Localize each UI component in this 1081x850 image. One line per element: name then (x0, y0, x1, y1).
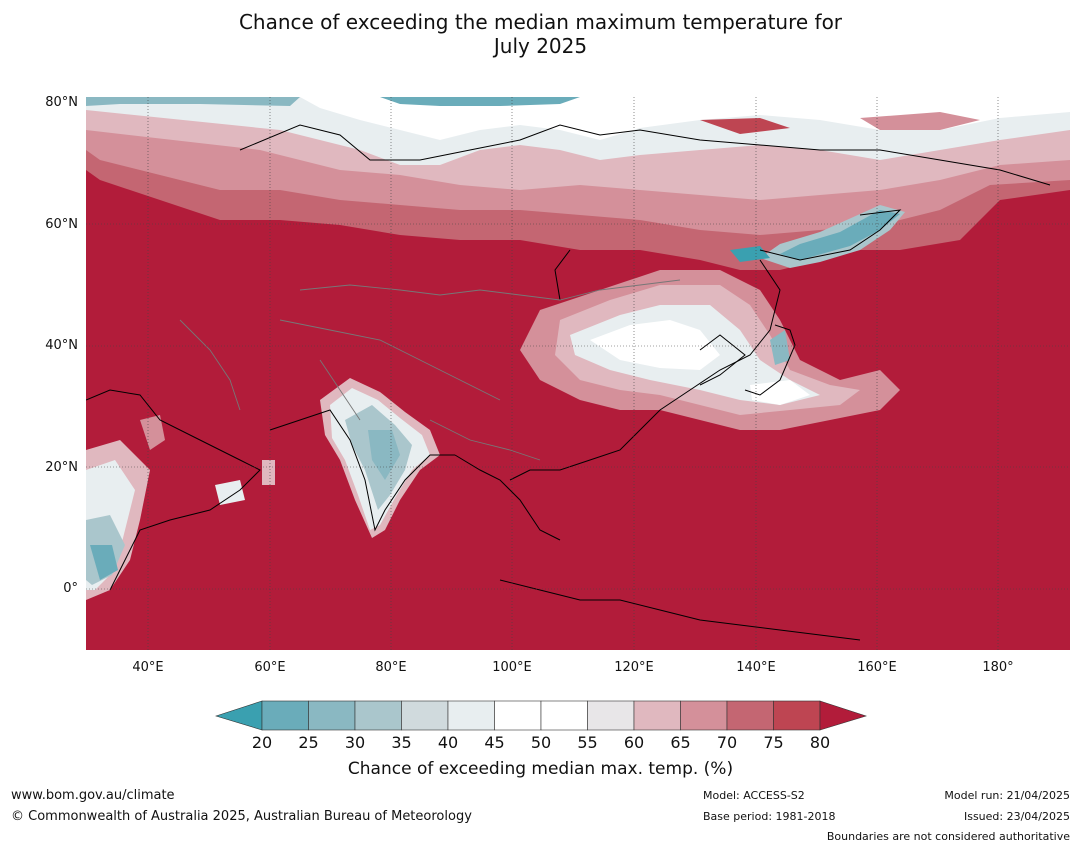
lat-label-20n: 20°N (45, 460, 78, 475)
title-line-2: July 2025 (493, 34, 588, 58)
footer-website: www.bom.gov.au/climate (11, 788, 175, 803)
lon-label-100e: 100°E (492, 660, 532, 675)
colorbar-tick-label: 55 (577, 733, 598, 752)
colorbar-cell (633, 700, 681, 731)
colorbar-cell (540, 700, 588, 731)
colorbar-cells (261, 700, 821, 731)
lon-label-160e: 160°E (857, 660, 897, 675)
colorbar-tick-label: 50 (530, 733, 552, 752)
colorbar-label: Chance of exceeding median max. temp. (%… (347, 759, 734, 779)
lat-label-0: 0° (63, 581, 78, 596)
lat-label-60n: 60°N (45, 217, 78, 232)
colorbar-cell (354, 700, 402, 731)
colorbar-tick-label: 40 (437, 733, 459, 752)
colorbar-tick-label: 45 (484, 733, 505, 752)
colorbar (215, 700, 867, 731)
colorbar-tick-label: 60 (623, 733, 645, 752)
colorbar-cell (308, 700, 356, 731)
colorbar-high-extension (819, 700, 867, 731)
footer-copyright: © Commonwealth of Australia 2025, Austra… (11, 809, 472, 824)
country-borders (179, 279, 681, 461)
colorbar-tick-label: 70 (716, 733, 738, 752)
colorbar-tick-label: 75 (763, 733, 784, 752)
colorbar-cell (494, 700, 542, 731)
colorbar-tick-label: 65 (670, 733, 691, 752)
colorbar-cell (773, 700, 821, 731)
footer-model-run: Model run: 21/04/2025 (944, 789, 1070, 802)
footer-issued: Issued: 23/04/2025 (963, 810, 1070, 823)
lon-label-140e: 140°E (736, 660, 776, 675)
colorbar-tick-label: 80 (809, 733, 831, 752)
northern-anomaly-region (86, 97, 1070, 270)
chart-title: Chance of exceeding the median maximum t… (0, 10, 1081, 58)
colorbar-cell (261, 700, 309, 731)
footer-disclaimer: Boundaries are not considered authoritat… (826, 830, 1070, 843)
title-line-1: Chance of exceeding the median maximum t… (238, 10, 843, 34)
colorbar-cell (726, 700, 774, 731)
colorbar-cell (680, 700, 728, 731)
east-asia-anomaly-region (520, 270, 900, 430)
footer-model: Model: ACCESS-S2 (703, 789, 805, 802)
lon-label-40e: 40°E (132, 660, 164, 675)
colorbar-tick-label: 30 (344, 733, 366, 752)
colorbar-tick-label: 20 (251, 733, 273, 752)
map-area (86, 97, 1070, 650)
lon-label-120e: 120°E (614, 660, 654, 675)
coastlines (86, 124, 1051, 641)
colorbar-tick-label: 35 (391, 733, 412, 752)
india-anomaly-region (320, 378, 440, 538)
footer-base-period: Base period: 1981-2018 (703, 810, 836, 823)
colorbar-cell (447, 700, 495, 731)
africa-anomaly-region (86, 415, 275, 600)
colorbar-cell (401, 700, 449, 731)
colorbar-low-extension (215, 700, 263, 731)
graticule (86, 97, 1070, 650)
lat-label-40n: 40°N (45, 338, 78, 353)
colorbar-tick-label: 25 (298, 733, 319, 752)
colorbar-cell (587, 700, 635, 731)
lon-label-60e: 60°E (254, 660, 286, 675)
lon-label-80e: 80°E (375, 660, 407, 675)
lat-label-80n: 80°N (45, 95, 78, 110)
lon-label-180: 180° (982, 660, 1014, 675)
